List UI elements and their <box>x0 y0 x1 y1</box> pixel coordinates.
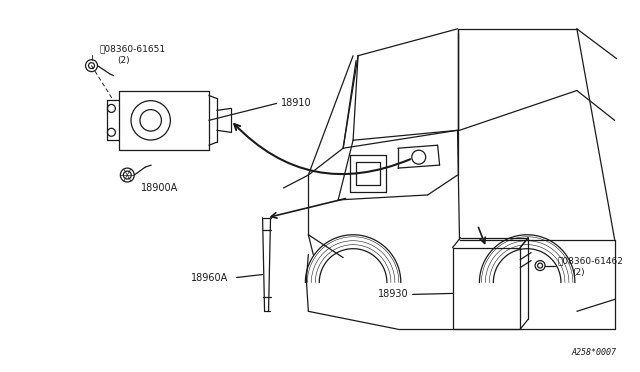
Text: (2): (2) <box>117 56 130 65</box>
Text: 18960A: 18960A <box>191 273 228 282</box>
Text: 18930: 18930 <box>378 289 408 299</box>
Text: 18900A: 18900A <box>141 183 179 193</box>
Text: Ⓜ08360-61462: Ⓜ08360-61462 <box>558 256 624 265</box>
Text: (2): (2) <box>572 268 584 277</box>
Text: Ⓜ08360-61651: Ⓜ08360-61651 <box>99 44 166 53</box>
Text: 18910: 18910 <box>280 99 311 109</box>
Text: A258*0007: A258*0007 <box>572 348 617 357</box>
